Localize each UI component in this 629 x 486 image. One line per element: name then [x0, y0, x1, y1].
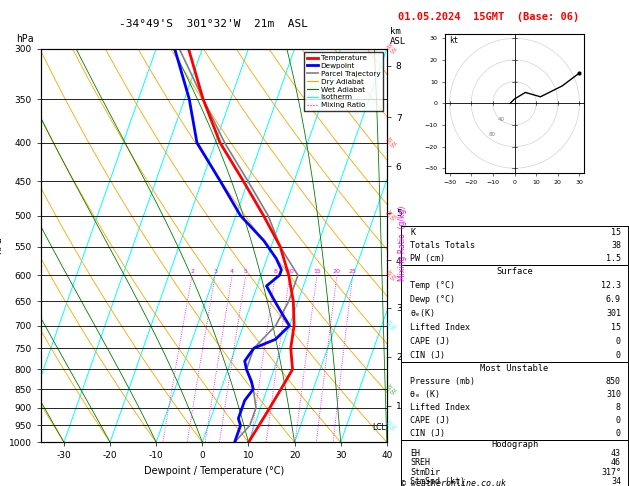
- Text: 20: 20: [333, 269, 341, 274]
- Text: EH: EH: [410, 449, 420, 458]
- Text: ////
\\\\: //// \\\\: [386, 419, 398, 432]
- Text: 6.9: 6.9: [606, 295, 621, 304]
- Text: PW (cm): PW (cm): [410, 254, 445, 263]
- Text: -34°49'S  301°32'W  21m  ASL: -34°49'S 301°32'W 21m ASL: [120, 19, 308, 29]
- Text: CAPE (J): CAPE (J): [410, 337, 450, 346]
- Text: 40: 40: [497, 117, 504, 122]
- Text: 12.3: 12.3: [601, 281, 621, 290]
- Text: 301: 301: [606, 309, 621, 318]
- Text: 8: 8: [616, 403, 621, 412]
- Text: 4: 4: [230, 269, 234, 274]
- Text: ////
\\\\: //// \\\\: [386, 383, 398, 395]
- Text: Dewp (°C): Dewp (°C): [410, 295, 455, 304]
- Text: 46: 46: [611, 458, 621, 468]
- Text: 0: 0: [616, 416, 621, 425]
- Text: θₑ(K): θₑ(K): [410, 309, 435, 318]
- X-axis label: Dewpoint / Temperature (°C): Dewpoint / Temperature (°C): [144, 466, 284, 476]
- Text: ////
\\\\: //// \\\\: [386, 42, 398, 55]
- Text: km
ASL: km ASL: [390, 27, 406, 46]
- Text: ////
\\\\: //// \\\\: [386, 269, 398, 281]
- Text: © weatheronline.co.uk: © weatheronline.co.uk: [401, 479, 506, 486]
- Text: StmSpd (kt): StmSpd (kt): [410, 477, 465, 486]
- Text: 43: 43: [611, 449, 621, 458]
- Text: K: K: [410, 228, 415, 237]
- Y-axis label: hPa: hPa: [0, 237, 3, 254]
- Text: Hodograph: Hodograph: [491, 440, 538, 449]
- Text: 15: 15: [611, 228, 621, 237]
- Text: SREH: SREH: [410, 458, 430, 468]
- Text: 0: 0: [616, 337, 621, 346]
- Text: 15: 15: [313, 269, 321, 274]
- Text: 34: 34: [611, 477, 621, 486]
- Text: 310: 310: [606, 390, 621, 399]
- Text: 5: 5: [244, 269, 248, 274]
- Text: Mixing Ratio  (g/kg): Mixing Ratio (g/kg): [398, 205, 407, 281]
- Text: hPa: hPa: [16, 34, 33, 44]
- Text: 25: 25: [348, 269, 357, 274]
- Text: Temp (°C): Temp (°C): [410, 281, 455, 290]
- Text: CAPE (J): CAPE (J): [410, 416, 450, 425]
- Text: kt: kt: [450, 35, 459, 45]
- Text: 317°: 317°: [601, 468, 621, 477]
- Text: LCL: LCL: [372, 423, 386, 432]
- Text: Pressure (mb): Pressure (mb): [410, 377, 476, 386]
- Text: 2: 2: [190, 269, 194, 274]
- Text: StmDir: StmDir: [410, 468, 440, 477]
- Text: ////
\\\\: //// \\\\: [386, 319, 398, 332]
- Text: CIN (J): CIN (J): [410, 350, 445, 360]
- Text: 1.5: 1.5: [606, 254, 621, 263]
- Text: 10: 10: [286, 269, 294, 274]
- Text: 38: 38: [611, 241, 621, 250]
- Text: 850: 850: [606, 377, 621, 386]
- Text: Surface: Surface: [496, 267, 533, 277]
- Text: 8: 8: [273, 269, 277, 274]
- Text: ////
\\\\: //// \\\\: [386, 209, 398, 222]
- Legend: Temperature, Dewpoint, Parcel Trajectory, Dry Adiabat, Wet Adiabat, Isotherm, Mi: Temperature, Dewpoint, Parcel Trajectory…: [304, 52, 383, 111]
- Text: Totals Totals: Totals Totals: [410, 241, 476, 250]
- Text: 15: 15: [611, 323, 621, 332]
- Text: Lifted Index: Lifted Index: [410, 323, 470, 332]
- Text: 80: 80: [489, 132, 496, 137]
- Text: 3: 3: [213, 269, 217, 274]
- Text: ////
\\\\: //// \\\\: [386, 137, 398, 149]
- Text: 01.05.2024  15GMT  (Base: 06): 01.05.2024 15GMT (Base: 06): [398, 12, 579, 22]
- Text: CIN (J): CIN (J): [410, 429, 445, 438]
- Text: θₑ (K): θₑ (K): [410, 390, 440, 399]
- Text: Lifted Index: Lifted Index: [410, 403, 470, 412]
- Text: 0: 0: [616, 350, 621, 360]
- Text: 0: 0: [616, 429, 621, 438]
- Text: Most Unstable: Most Unstable: [481, 364, 548, 373]
